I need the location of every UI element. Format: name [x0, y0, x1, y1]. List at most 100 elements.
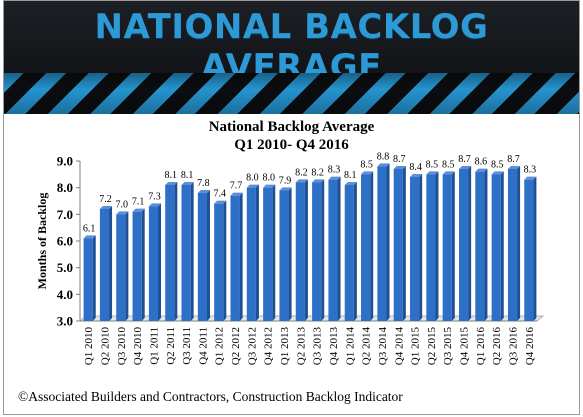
- x-tick-label: Q2 2016: [491, 327, 503, 366]
- x-tick-label: Q1 2010: [83, 327, 95, 366]
- bar-side: [386, 163, 390, 321]
- bar-value-label: 8.4: [409, 162, 422, 173]
- bar-value-label: 8.3: [328, 165, 341, 176]
- bar: [165, 185, 175, 321]
- bar: [312, 182, 322, 321]
- y-tick-label: 5.0: [57, 260, 73, 275]
- bar-side: [402, 166, 406, 321]
- chart-title: National Backlog Average: [208, 119, 375, 135]
- x-tick-label: Q1 2011: [148, 327, 160, 365]
- bar: [83, 238, 93, 321]
- bar-side: [533, 176, 537, 321]
- bar: [328, 179, 338, 321]
- y-tick-label: 7.0: [57, 207, 73, 222]
- bar-top: [410, 174, 423, 177]
- x-tick-label: Q2 2011: [165, 327, 177, 365]
- bar-side: [451, 171, 455, 321]
- bar: [344, 185, 354, 321]
- x-tick-label: Q4 2013: [328, 327, 340, 366]
- bar: [246, 187, 256, 321]
- bar-top: [181, 182, 194, 185]
- bar-value-label: 7.4: [213, 189, 226, 200]
- chart-subtitle: Q1 2010- Q4 2016: [234, 137, 349, 153]
- bar: [148, 206, 159, 321]
- bar: [524, 179, 534, 321]
- x-tick-label: Q3 2013: [312, 327, 324, 366]
- bar-value-label: 8.7: [458, 154, 471, 165]
- x-tick-label: Q4 2015: [459, 327, 471, 366]
- bar-top: [214, 200, 227, 204]
- bar: [507, 169, 518, 321]
- bar-top: [246, 184, 259, 188]
- bar-top: [344, 182, 357, 185]
- bar-side: [255, 184, 259, 321]
- bar-value-label: 7.9: [279, 175, 292, 186]
- bar-value-label: 8.5: [360, 159, 373, 170]
- bar-side: [239, 192, 243, 321]
- bar-top: [524, 176, 537, 180]
- bar-side: [435, 171, 439, 321]
- bar-side: [484, 168, 488, 321]
- bar: [181, 185, 191, 321]
- bar: [116, 214, 126, 321]
- x-tick-label: Q1 2013: [279, 327, 291, 366]
- bar-side: [141, 208, 145, 321]
- bar-side: [109, 206, 113, 321]
- bar: [295, 182, 305, 321]
- bar-top: [393, 166, 406, 169]
- bar: [377, 166, 387, 321]
- x-tick-label: Q4 2016: [524, 327, 536, 366]
- x-tick-label: Q4 2012: [263, 327, 275, 365]
- bar-side: [92, 235, 96, 321]
- bar-side: [468, 166, 472, 321]
- bar-top: [148, 203, 162, 207]
- bar: [410, 177, 420, 321]
- bar: [99, 209, 110, 321]
- bar-value-label: 8.5: [491, 159, 504, 170]
- bar-top: [230, 192, 243, 196]
- bar-value-label: 8.1: [181, 170, 194, 181]
- bar-top: [475, 168, 488, 172]
- bar-side: [500, 171, 504, 321]
- bar-top: [426, 171, 439, 175]
- bar-value-label: 8.5: [426, 159, 439, 170]
- bar-value-label: 8.7: [393, 154, 406, 165]
- bar-side: [337, 176, 341, 321]
- stripes-shading: [4, 73, 579, 114]
- bar-value-label: 8.8: [377, 151, 390, 162]
- bar-side: [321, 179, 325, 321]
- x-tick-label: Q4 2010: [132, 327, 144, 366]
- bar-value-label: 8.7: [507, 154, 520, 165]
- bar: [491, 174, 501, 321]
- bar-value-label: 7.1: [132, 197, 145, 208]
- banner-title: NATIONAL BACKLOG AVERAGE: [94, 7, 489, 87]
- x-tick-label: Q1 2014: [344, 327, 356, 366]
- bar-top: [377, 163, 390, 167]
- bar-value-label: 7.8: [197, 178, 210, 189]
- bar-top: [328, 176, 341, 180]
- bar-top: [83, 235, 96, 239]
- bar-top: [197, 190, 210, 193]
- bar-top: [507, 166, 521, 169]
- bar: [263, 187, 273, 321]
- bar-top: [491, 171, 504, 175]
- bar-value-label: 8.5: [442, 159, 455, 170]
- figure-frame: NATIONAL BACKLOG AVERAGE National Backlo…: [3, 0, 580, 415]
- y-tick-label: 3.0: [57, 314, 73, 329]
- bar-side: [206, 190, 210, 321]
- bar: [197, 193, 207, 321]
- bar-top: [312, 179, 325, 183]
- bar: [132, 211, 142, 321]
- hazard-stripes: [4, 73, 579, 114]
- x-tick-label: Q3 2016: [508, 327, 520, 366]
- bar-value-label: 6.1: [83, 223, 96, 234]
- bar-value-label: 7.3: [148, 191, 161, 202]
- bar-value-label: 8.6: [475, 157, 488, 168]
- bar-side: [174, 182, 178, 321]
- bar-side: [158, 203, 162, 321]
- bar-side: [370, 171, 374, 321]
- bar-side: [517, 166, 521, 321]
- bar-top: [361, 171, 374, 175]
- x-tick-label: Q3 2014: [377, 327, 389, 366]
- y-tick-label: 9.0: [57, 154, 73, 169]
